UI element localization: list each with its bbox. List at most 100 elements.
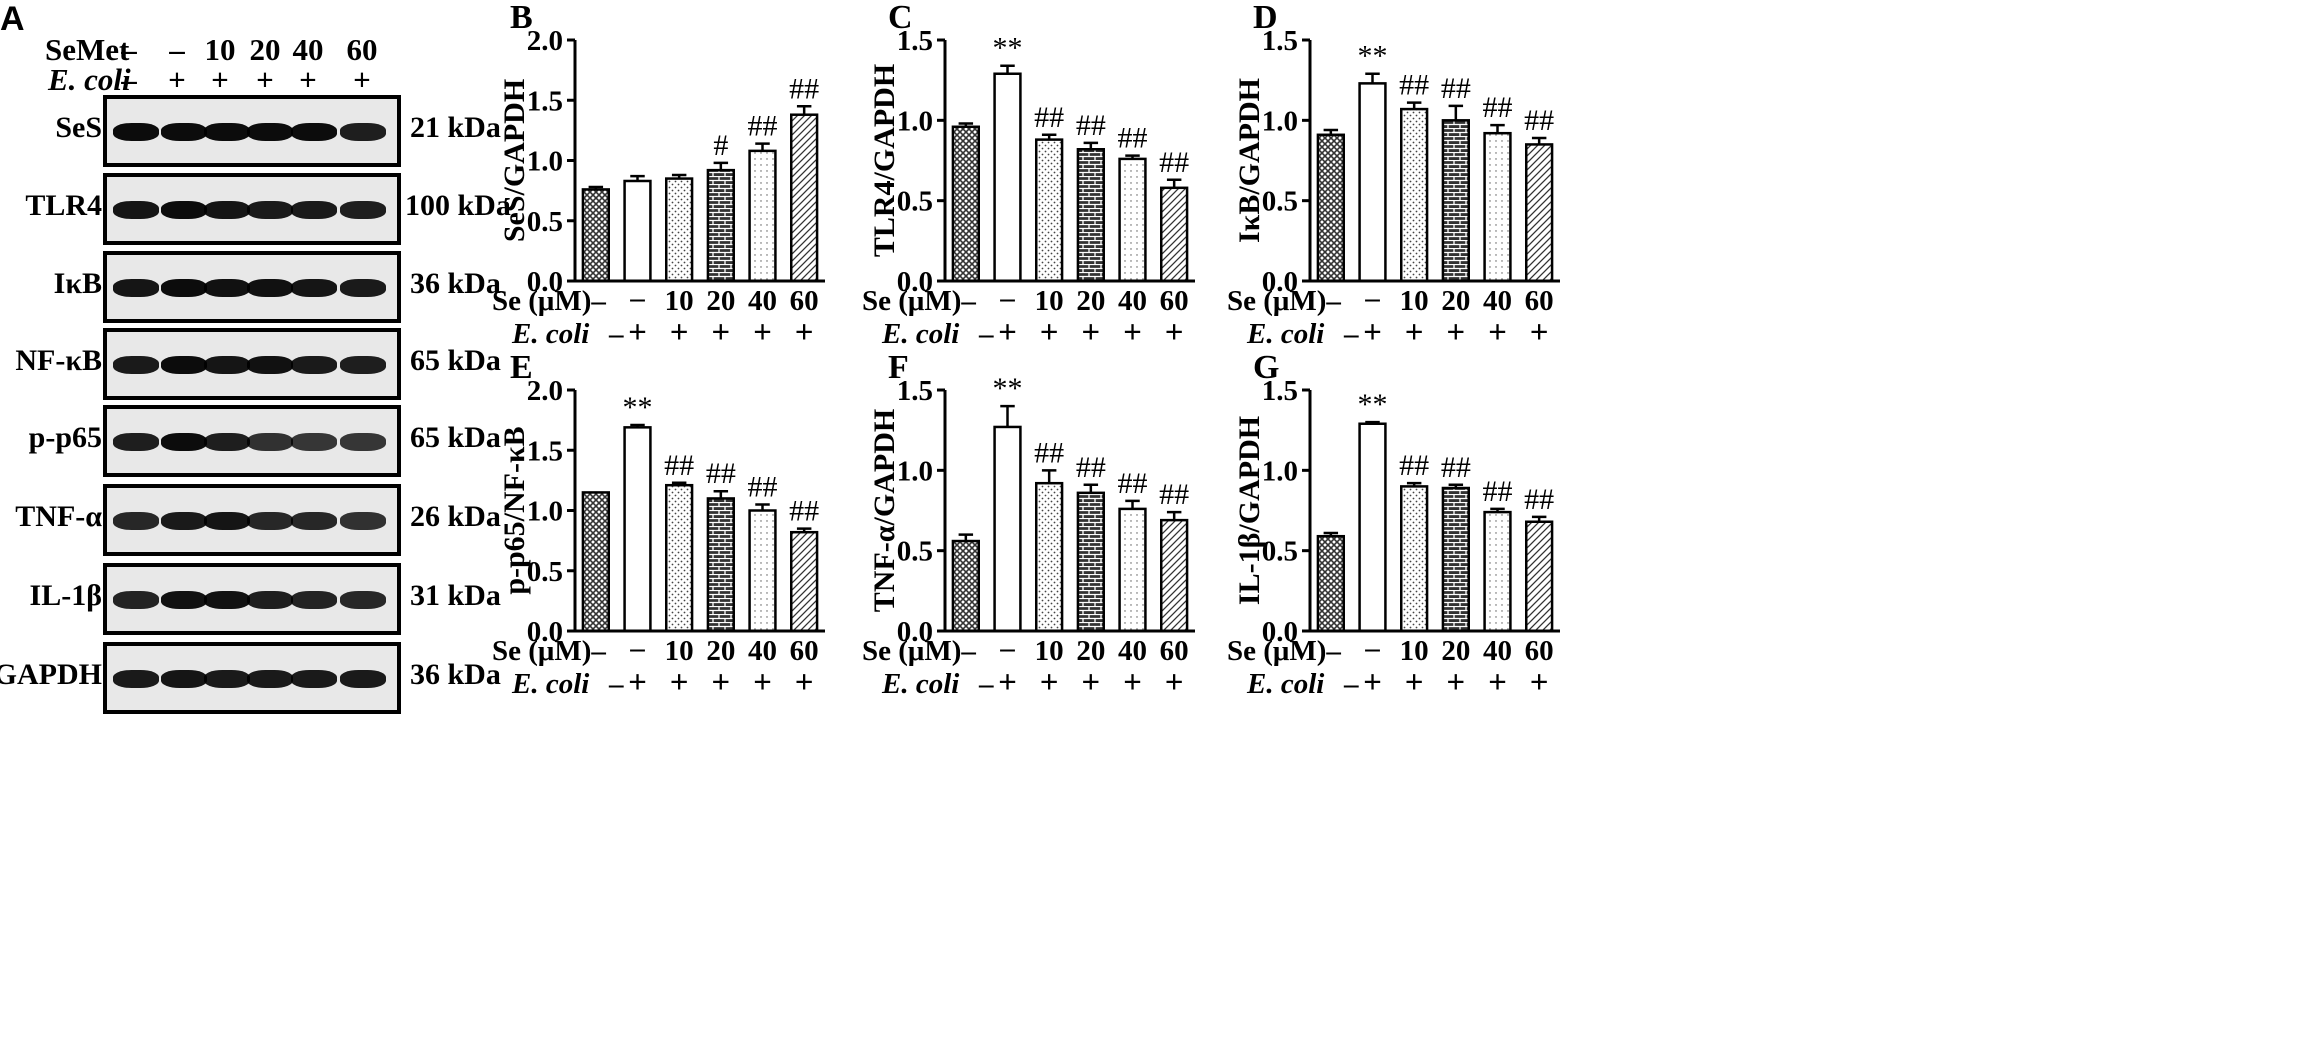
error-bar <box>671 481 687 486</box>
wb-size-label: 31 kDa <box>410 579 501 612</box>
bar <box>1358 82 1387 283</box>
bar <box>1160 518 1189 633</box>
wb-size-label: 100 kDa <box>405 189 511 222</box>
wb-treatment-value: – <box>169 32 185 67</box>
error-bar <box>1125 154 1140 159</box>
y-tick-label: 0.0 <box>527 266 563 298</box>
error-bar <box>1448 104 1464 121</box>
x-tick-label: 20 <box>1441 285 1470 317</box>
error-bar <box>958 122 974 127</box>
wb-band <box>204 512 250 530</box>
bar <box>665 483 694 633</box>
bar <box>951 125 980 283</box>
bar <box>790 113 819 283</box>
wb-band <box>161 670 207 688</box>
error-bar <box>1125 499 1140 509</box>
wb-band <box>204 433 250 451</box>
wb-band <box>204 279 250 297</box>
error-bar <box>1083 483 1099 493</box>
significance-label: ## <box>1159 478 1189 511</box>
ecoli-mark: – <box>1343 668 1359 700</box>
error-bar <box>1490 507 1505 513</box>
ecoli-mark: – <box>978 668 994 700</box>
significance-label: ** <box>993 32 1023 65</box>
error-bar <box>1041 133 1057 140</box>
significance-label: ## <box>748 110 778 143</box>
ecoli-mark: + <box>998 665 1017 701</box>
x-tick-label: – <box>629 282 645 314</box>
y-tick-label: 1.5 <box>527 435 563 467</box>
error-bar <box>713 489 729 499</box>
y-tick-label: 0.5 <box>1262 536 1298 568</box>
error-bar <box>1041 469 1057 484</box>
wb-band <box>161 591 207 609</box>
y-axis-label: TLR4/GAPDH <box>868 64 901 257</box>
error-bar <box>713 161 729 171</box>
bar <box>1441 119 1471 283</box>
bar <box>1358 422 1387 633</box>
error-bar <box>1365 72 1380 84</box>
ecoli-mark: + <box>628 665 647 701</box>
significance-label: ## <box>789 72 819 105</box>
wb-protein-label: TLR4 <box>25 189 102 222</box>
wb-treatment-value: 40 <box>292 32 324 67</box>
x-tick-label: – <box>1364 632 1380 664</box>
wb-band <box>204 123 250 141</box>
y-tick-label: 2.0 <box>527 25 563 57</box>
x-tick-label: 10 <box>665 635 694 667</box>
y-tick-label: 0.5 <box>1262 186 1298 218</box>
bar <box>623 179 652 283</box>
ecoli-mark: + <box>1405 315 1424 351</box>
bar <box>951 539 980 633</box>
y-axis-label: IκB/GAPDH <box>1233 78 1266 243</box>
se-row-label: Se (μM)– <box>1227 285 1341 317</box>
wb-band <box>161 279 207 297</box>
bar <box>1035 138 1064 283</box>
wb-treatment-value: – <box>121 32 137 67</box>
x-tick-label: – <box>629 632 645 664</box>
wb-band <box>291 512 337 530</box>
wb-treatment-value: – <box>121 62 137 97</box>
significance-label: ## <box>748 470 778 503</box>
bar <box>1525 520 1554 633</box>
bar <box>1316 534 1345 633</box>
ecoli-mark: + <box>670 315 689 351</box>
x-tick-label: 40 <box>748 285 777 317</box>
wb-band <box>204 356 250 374</box>
error-bar <box>630 174 645 181</box>
ecoli-mark: + <box>711 315 730 351</box>
y-tick-label: 0.5 <box>527 206 563 238</box>
x-tick-label: 60 <box>1160 635 1189 667</box>
ecoli-mark: + <box>711 665 730 701</box>
panel-letter: B <box>510 0 533 36</box>
x-tick-label: 60 <box>790 635 819 667</box>
error-bar <box>1365 420 1380 424</box>
x-tick-label: 10 <box>1400 635 1429 667</box>
significance-label: ## <box>1034 436 1064 469</box>
error-bar <box>796 527 812 533</box>
ecoli-mark: + <box>1363 665 1382 701</box>
x-tick-label: 40 <box>1118 285 1147 317</box>
wb-size-label: 26 kDa <box>410 500 501 533</box>
y-tick-label: 0.0 <box>527 616 563 648</box>
ecoli-mark: – <box>608 668 624 700</box>
ecoli-mark: + <box>753 665 772 701</box>
x-tick-label: 20 <box>1076 285 1105 317</box>
panel-letter: C <box>888 0 913 36</box>
y-tick-label: 0.0 <box>1262 616 1298 648</box>
wb-band <box>291 433 337 451</box>
wb-band <box>113 123 159 141</box>
error-bar <box>1406 481 1422 487</box>
y-axis-label: SeS/GAPDH <box>498 79 531 242</box>
y-axis-label: IL-1β/GAPDH <box>1233 416 1266 605</box>
wb-band <box>291 670 337 688</box>
ecoli-mark: + <box>1040 665 1059 701</box>
wb-blot-image <box>103 642 401 714</box>
x-tick-label: 20 <box>1441 635 1470 667</box>
wb-band <box>113 433 159 451</box>
wb-band <box>113 279 159 297</box>
significance-label: ** <box>623 391 653 424</box>
y-tick-label: 1.5 <box>897 25 933 57</box>
bar-chart-g: G0.00.51.01.5IL-1β/GAPDH**–+##10+##20+##… <box>1227 349 1560 701</box>
ecoli-mark: + <box>1530 315 1549 351</box>
